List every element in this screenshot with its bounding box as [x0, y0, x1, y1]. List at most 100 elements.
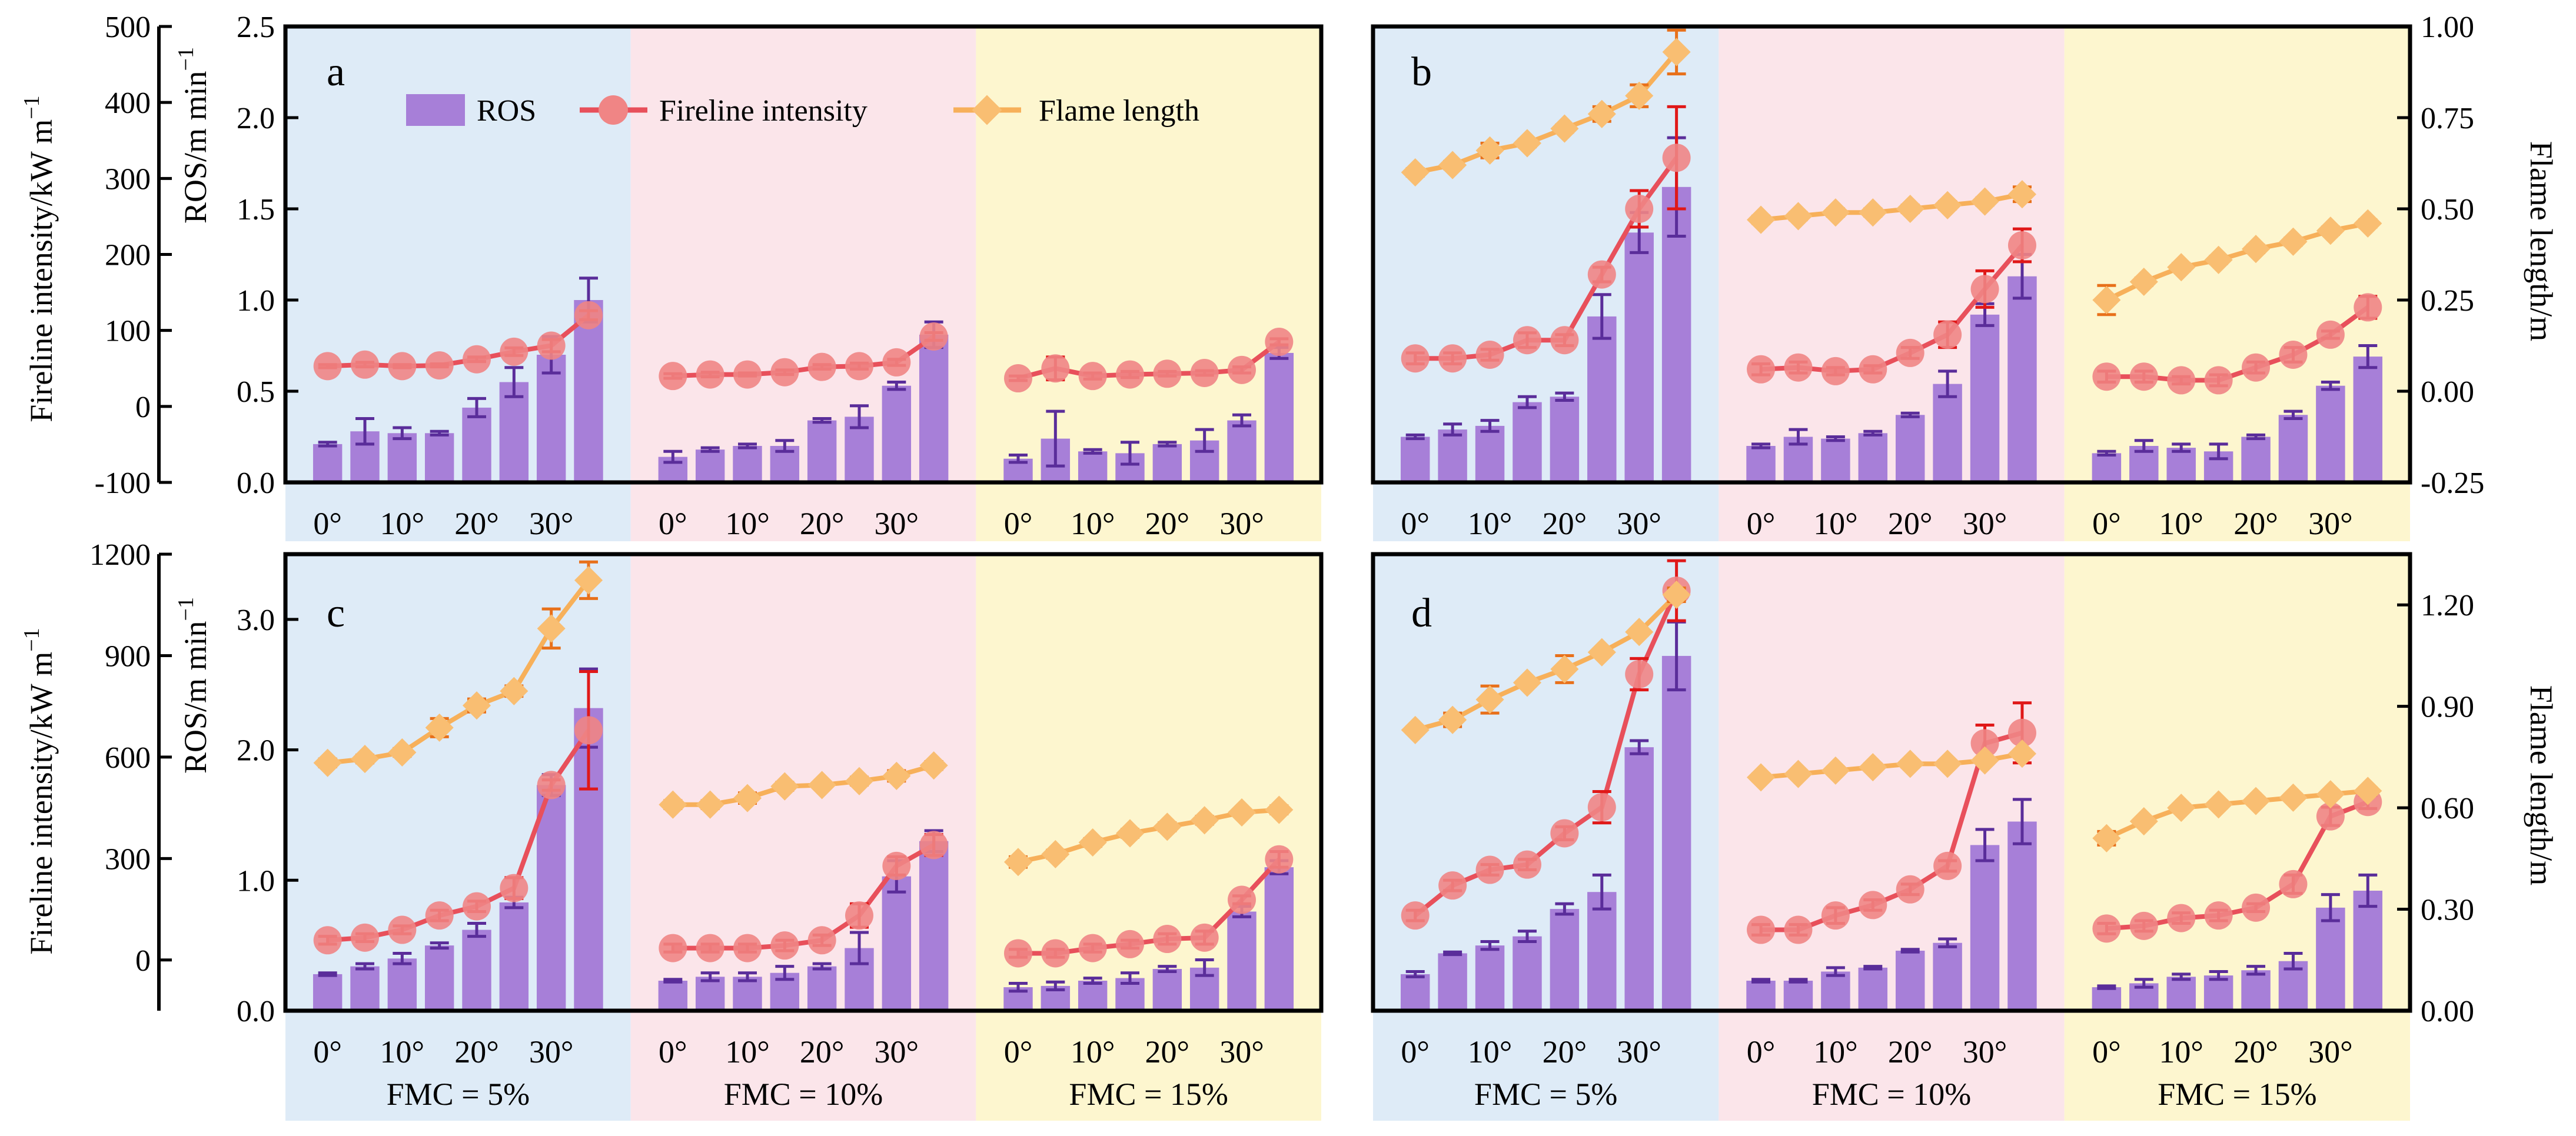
- ros-bar-c-g3-4: [1152, 969, 1182, 1011]
- ros-bar-c-g1-0: [313, 974, 343, 1011]
- flame-point-c-g1-7: [574, 566, 603, 595]
- ros-bar-b-g1-3: [1513, 402, 1542, 482]
- fireline-tick-label-a--100: -100: [95, 467, 151, 500]
- fireline-point-d-g1-0: [1401, 901, 1430, 930]
- fireline-point-d-g2-5: [1933, 851, 1962, 880]
- ros-bar-b-g3-4: [2241, 437, 2271, 482]
- fireline-point-a-g1-1: [351, 350, 379, 379]
- flame-point-c-g3-6: [1227, 798, 1257, 827]
- flame-point-d-g2-6: [1970, 746, 1999, 775]
- fireline-point-d-g1-2: [1475, 855, 1504, 884]
- flame-point-b-g2-5: [1933, 191, 1962, 219]
- x-tick-label-c-g1-0: 0°: [313, 1034, 342, 1070]
- ros-bar-c-g1-5: [499, 902, 529, 1011]
- ros-bar-d-g2-5: [1933, 942, 1962, 1011]
- fmc-label-c-3: FMC = 15%: [1069, 1077, 1228, 1112]
- fireline-point-a-g2-7: [919, 322, 948, 351]
- ros-bar-c-g1-2: [387, 958, 417, 1011]
- ros-bar-d-g2-2: [1821, 971, 1850, 1011]
- ros-bar-a-g2-7: [919, 334, 949, 482]
- flame-point-d-g2-3: [1859, 753, 1887, 782]
- flame-point-d-g3-2: [2167, 794, 2196, 822]
- fireline-point-a-g3-3: [1116, 360, 1144, 389]
- ros-bar-c-g2-7: [919, 841, 949, 1011]
- fireline-point-b-g2-3: [1859, 355, 1887, 384]
- fireline-point-b-g3-1: [2129, 362, 2158, 391]
- legend-flame-marker: [972, 95, 1002, 125]
- flame-point-d-g2-4: [1896, 749, 1924, 778]
- flame-point-d-g2-2: [1821, 756, 1850, 785]
- fireline-point-d-g3-1: [2129, 911, 2158, 940]
- fireline-point-b-g1-3: [1513, 326, 1541, 355]
- panel-letter-a: a: [327, 49, 345, 95]
- legend-fireline-label: Fireline intensity: [659, 94, 867, 128]
- ros-bar-c-g1-6: [536, 785, 566, 1011]
- ros-bar-a-g3-4: [1152, 444, 1182, 482]
- axis-title-ros-c: ROS/m min−1: [174, 597, 213, 774]
- fireline-point-c-g3-6: [1228, 885, 1256, 914]
- fireline-point-d-g2-6: [1970, 729, 1999, 758]
- ros-bar-c-g2-0: [658, 981, 688, 1011]
- fireline-point-c-g1-1: [351, 923, 379, 952]
- fireline-point-a-g1-6: [537, 331, 566, 360]
- ros-bar-d-g3-3: [2203, 975, 2233, 1011]
- ros-bar-c-g2-4: [807, 966, 837, 1011]
- fmc-label-d-2: FMC = 10%: [1812, 1077, 1972, 1112]
- fireline-point-b-g1-5: [1587, 260, 1616, 289]
- flame-point-b-g2-6: [1970, 187, 1999, 216]
- ros-bar-d-g1-7: [1661, 655, 1691, 1011]
- fireline-point-a-g1-2: [388, 352, 417, 381]
- fmc-label-c-2: FMC = 10%: [724, 1077, 883, 1112]
- legend: ROS Fireline intensity Flame length: [406, 94, 1199, 128]
- fireline-point-b-g3-7: [2354, 293, 2382, 322]
- fmc-group-bg-a-2: [630, 26, 976, 541]
- fireline-point-b-g2-5: [1933, 320, 1962, 349]
- ros-bar-d-g1-1: [1438, 953, 1467, 1011]
- flame-point-b-g1-4: [1550, 114, 1579, 143]
- flame-point-b-g2-1: [1784, 202, 1813, 231]
- flame-point-b-g3-7: [2354, 209, 2382, 238]
- fireline-point-b-g1-0: [1401, 344, 1430, 373]
- fireline-point-d-g1-6: [1625, 659, 1654, 688]
- fireline-point-d-g3-5: [2279, 870, 2308, 898]
- fmc-label-bg-c-1: [285, 1070, 631, 1121]
- ros-bar-b-g2-2: [1821, 438, 1850, 482]
- x-tick-label-a-g2-1: 10°: [725, 506, 770, 541]
- ros-bar-a-g2-2: [733, 446, 762, 482]
- fireline-point-a-g3-2: [1078, 362, 1107, 391]
- fmc-group-bg-b-3: [2064, 26, 2410, 541]
- ros-tick-label-c-0.0: 0.0: [237, 995, 275, 1028]
- flame-point-d-g3-5: [2279, 783, 2308, 812]
- fireline-point-b-g2-2: [1821, 357, 1850, 385]
- fireline-point-a-g1-3: [425, 351, 454, 380]
- marks-layer: [313, 28, 2383, 1011]
- fireline-point-b-g2-4: [1896, 338, 1924, 367]
- ros-bar-d-g2-6: [1970, 845, 2000, 1011]
- fireline-point-d-g3-0: [2092, 914, 2121, 943]
- x-tick-label-a-g1-0: 0°: [313, 506, 342, 541]
- x-tick-label-d-g2-2: 20°: [1888, 1034, 1933, 1070]
- fireline-tick-label-c-300: 300: [105, 842, 151, 876]
- x-tick-label-a-g1-1: 10°: [380, 506, 425, 541]
- fireline-point-c-g3-1: [1041, 939, 1070, 968]
- axes-layer: 0° 10° 20° 30° 0° 10° 20° 30° 0° 10° 20° 30° 0.0 0.5 1…: [89, 11, 2484, 1112]
- ros-bar-d-g2-3: [1858, 967, 1888, 1011]
- fireline-point-b-g1-6: [1625, 195, 1654, 223]
- fireline-point-b-g3-4: [2242, 353, 2271, 382]
- ros-bar-a-g3-2: [1078, 451, 1108, 482]
- fireline-point-b-g3-0: [2092, 362, 2121, 391]
- fireline-tick-label-a-200: 200: [105, 239, 151, 272]
- ros-bar-d-g1-3: [1513, 936, 1542, 1011]
- ros-bar-d-g2-7: [2007, 821, 2037, 1011]
- flame-point-b-g2-3: [1859, 198, 1887, 227]
- flame-point-b-g3-1: [2129, 267, 2158, 297]
- fireline-point-a-g1-0: [313, 352, 342, 381]
- fireline-point-b-g3-3: [2204, 366, 2233, 395]
- fireline-point-c-g3-0: [1004, 939, 1032, 968]
- fireline-point-d-g3-3: [2204, 901, 2233, 930]
- x-tick-label-d-g1-0: 0°: [1401, 1034, 1430, 1070]
- ros-bar-b-g3-2: [2166, 448, 2196, 482]
- fireline-point-c-g2-3: [770, 931, 799, 960]
- ros-tick-label-c-2.0: 2.0: [237, 734, 275, 768]
- flame-tick-label-d-0.60: 0.60: [2421, 792, 2474, 825]
